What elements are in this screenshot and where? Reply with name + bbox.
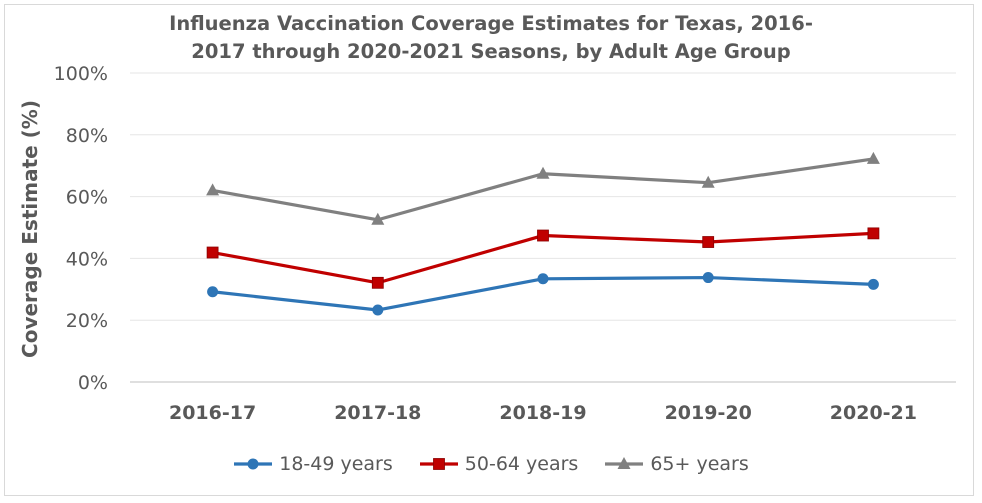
x-tick-label: 2017-18 xyxy=(334,402,421,424)
legend: 18-49 years 50-64 years 65+ years xyxy=(0,449,982,479)
x-tick-label: 2018-19 xyxy=(499,402,586,424)
data-point xyxy=(702,236,715,248)
legend-label: 18-49 years xyxy=(279,453,393,475)
data-point xyxy=(537,229,549,242)
x-tick-label: 2019-20 xyxy=(665,402,752,424)
data-point xyxy=(867,227,880,240)
y-tick-label: 80% xyxy=(66,125,108,147)
y-tick-label: 0% xyxy=(78,372,108,394)
legend-swatch xyxy=(234,458,273,470)
legend-item-1: 18-49 years xyxy=(233,453,393,475)
x-axis-ticks: 2016-17 2017-18 2018-19 2019-20 2020-21 xyxy=(169,402,917,424)
y-tick-label: 40% xyxy=(66,248,108,270)
y-tick-label: 100% xyxy=(54,63,108,85)
y-tick-label: 60% xyxy=(66,187,108,209)
gridlines xyxy=(130,72,956,383)
data-point xyxy=(702,272,714,284)
y-tick-label: 20% xyxy=(66,310,108,332)
y-axis-label: Coverage Estimate (%) xyxy=(18,100,42,358)
data-point xyxy=(372,304,384,316)
legend-swatch xyxy=(419,458,458,470)
chart-title-line-2: 2017 through 2020-2021 Seasons, by Adult… xyxy=(191,40,791,63)
series-1 xyxy=(207,272,879,316)
y-axis-ticks: 0% 20% 40% 60% 80% 100% xyxy=(54,63,108,394)
series-group xyxy=(206,151,880,316)
data-point xyxy=(537,273,549,285)
chart-title-line-1: Influenza Vaccination Coverage Estimates… xyxy=(169,12,813,35)
legend-swatch-marker xyxy=(617,457,631,469)
legend-swatch-marker xyxy=(432,458,445,470)
data-point xyxy=(207,286,219,298)
legend-item-3: 65+ years xyxy=(604,453,749,475)
legend-swatch-marker xyxy=(247,458,259,470)
chart-title: Influenza Vaccination Coverage Estimates… xyxy=(0,10,982,66)
series-2 xyxy=(206,227,880,289)
x-tick-label: 2016-17 xyxy=(169,402,256,424)
data-point xyxy=(371,276,384,289)
data-point xyxy=(371,212,385,225)
legend-swatch xyxy=(605,457,644,469)
data-point xyxy=(206,183,220,196)
data-point xyxy=(206,246,219,259)
data-point xyxy=(701,175,715,188)
data-point xyxy=(536,166,550,179)
x-tick-label: 2020-21 xyxy=(830,402,917,424)
legend-label: 50-64 years xyxy=(464,453,579,475)
data-point xyxy=(867,278,879,290)
data-point xyxy=(866,151,880,164)
legend-label: 65+ years xyxy=(650,453,749,475)
series-3 xyxy=(206,151,880,225)
legend-item-2: 50-64 years xyxy=(419,453,579,475)
